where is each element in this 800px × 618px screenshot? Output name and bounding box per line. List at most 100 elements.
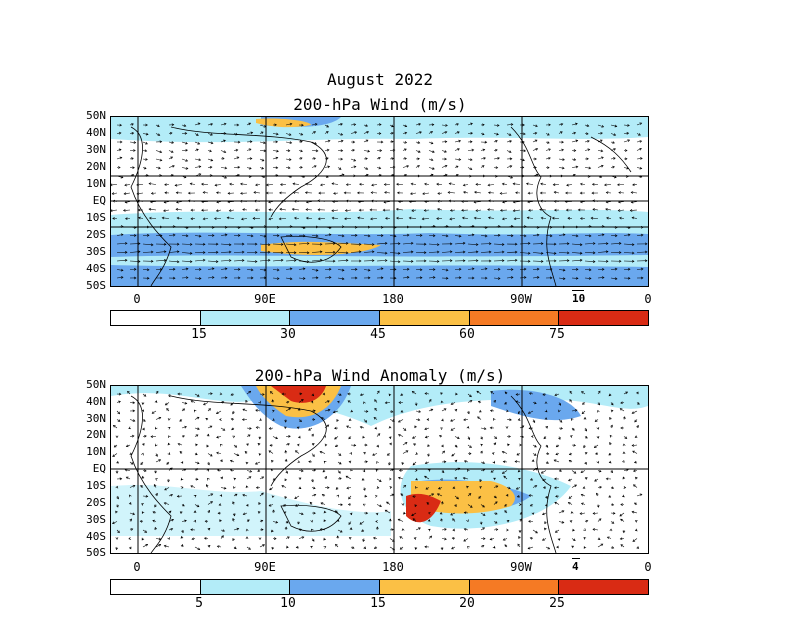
wind-vector — [259, 476, 264, 480]
wind-vector — [415, 527, 421, 531]
wind-vector-head — [341, 225, 345, 229]
wind-vector-head — [401, 528, 405, 531]
wind-vector-head — [519, 518, 522, 522]
wind-vector-head — [155, 492, 158, 496]
lat-label: 20S — [86, 228, 106, 241]
wind-vector-head — [332, 410, 336, 414]
wind-vector — [279, 218, 287, 220]
wind-vector-head — [196, 504, 200, 508]
wind-vector-head — [388, 436, 392, 440]
wind-vector-head — [495, 140, 498, 143]
wind-vector-head — [620, 503, 623, 506]
wind-vector-head — [328, 233, 332, 237]
wind-vector-head — [143, 469, 147, 473]
wind-vector — [467, 444, 472, 448]
wind-vector — [554, 393, 560, 396]
wind-vector-head — [380, 276, 384, 280]
wind-vector-head — [171, 141, 175, 144]
wind-vector-head — [480, 450, 483, 454]
wind-vector — [337, 461, 342, 465]
wind-vector-head — [335, 487, 339, 490]
wind-vector — [542, 512, 547, 515]
wind-vector — [181, 469, 187, 471]
wind-vector-head — [232, 486, 236, 489]
wind-vector-head — [223, 132, 227, 135]
wind-vector-head — [207, 477, 210, 481]
wind-vector-head — [644, 259, 648, 263]
wind-vector-head — [230, 417, 234, 421]
wind-vector-head — [131, 434, 135, 438]
wind-vector-head — [634, 419, 637, 423]
wind-vector-head — [512, 209, 516, 213]
wind-vector-head — [419, 276, 423, 280]
wind-vector — [246, 546, 251, 550]
wind-vector-head — [595, 452, 598, 455]
wind-vector-head — [549, 225, 553, 229]
wind-vector-head — [384, 191, 387, 194]
wind-vector-head — [301, 399, 304, 402]
wind-vector-head — [176, 242, 180, 246]
wind-vector-head — [271, 529, 274, 533]
wind-vector — [619, 512, 625, 517]
wind-vector — [402, 427, 407, 431]
wind-vector-head — [215, 242, 219, 246]
wind-vector — [374, 399, 378, 403]
wind-vector — [266, 184, 274, 186]
wind-vector-head — [237, 268, 241, 271]
wind-vector — [163, 209, 170, 212]
wind-vector-head — [507, 443, 510, 447]
wind-vector-head — [137, 199, 140, 203]
wind-vector-head — [535, 467, 539, 471]
wind-vector-head — [363, 488, 366, 491]
wind-vector-head — [280, 243, 284, 246]
wind-vector-head — [336, 419, 339, 422]
wind-vector-head — [596, 505, 600, 508]
wind-vector — [555, 529, 560, 533]
wind-vector — [412, 436, 417, 439]
wind-vector-head — [561, 510, 565, 513]
wind-vector-head — [404, 157, 407, 161]
wind-vector-head — [548, 156, 551, 160]
wind-vector-head — [145, 141, 148, 145]
wind-vector-head — [314, 141, 317, 145]
wind-vector — [116, 175, 123, 178]
wind-vector — [400, 546, 404, 550]
wind-vector-head — [493, 477, 496, 481]
wind-vector — [363, 124, 368, 127]
wind-vector-head — [353, 123, 357, 126]
wind-vector-head — [444, 150, 447, 153]
wind-vector-head — [378, 174, 382, 177]
wind-vector — [113, 425, 118, 429]
wind-vector-head — [528, 392, 532, 395]
wind-vector-head — [570, 511, 574, 514]
wind-vector-head — [397, 476, 401, 480]
wind-vector — [129, 174, 134, 177]
wind-vector-head — [229, 459, 233, 463]
wind-vector-head — [634, 435, 638, 438]
wind-vector — [194, 166, 201, 168]
wind-vector-head — [282, 504, 286, 507]
wind-vector-head — [189, 182, 193, 186]
wind-vector-head — [144, 149, 148, 153]
wind-vector-head — [196, 461, 200, 465]
wind-vector — [305, 183, 313, 185]
wind-vector-head — [469, 400, 473, 403]
wind-vector — [477, 416, 482, 420]
wind-vector-head — [284, 496, 288, 499]
wind-vector-head — [397, 242, 401, 246]
wind-vector — [373, 417, 378, 420]
wind-vector — [597, 165, 604, 168]
wind-vector-head — [492, 545, 496, 549]
wind-vector — [175, 208, 183, 211]
wind-vector-head — [605, 207, 608, 211]
wind-vector — [207, 174, 213, 177]
wind-vector-head — [357, 200, 361, 204]
wind-vector-head — [182, 503, 185, 507]
wind-vector-head — [380, 234, 384, 237]
wind-vector-head — [562, 158, 565, 161]
wind-vector-head — [534, 444, 537, 448]
wind-vector — [363, 243, 375, 245]
wind-vector — [207, 226, 215, 228]
wind-vector-head — [123, 192, 127, 196]
wind-vector-head — [207, 544, 211, 548]
